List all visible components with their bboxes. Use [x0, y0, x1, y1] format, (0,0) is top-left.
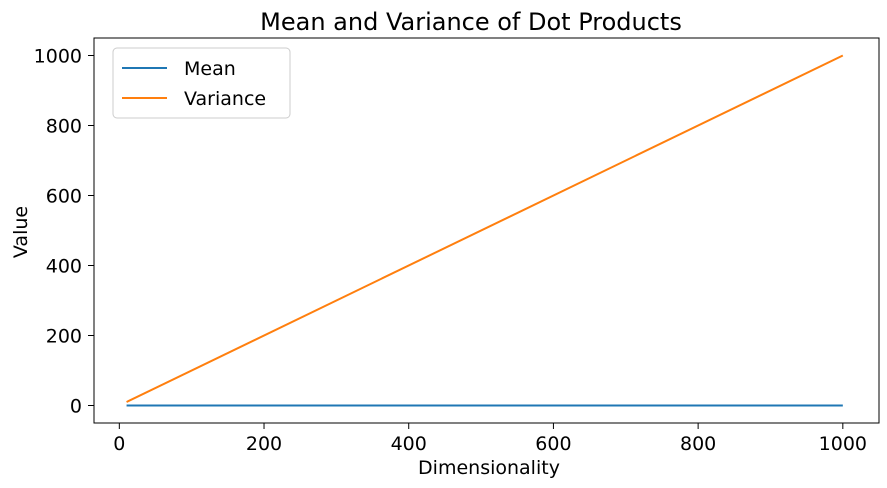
x-tick-label: 0	[113, 433, 125, 455]
y-tick-label: 1000	[34, 46, 82, 68]
y-tick-label: 200	[46, 326, 82, 348]
x-tick-label: 1000	[819, 433, 867, 455]
x-tick-label: 800	[680, 433, 716, 455]
y-axis-label: Value	[10, 206, 32, 258]
legend-label-mean: Mean	[184, 58, 236, 80]
x-axis-ticks: 0 200 400 600 800 1000	[113, 423, 867, 455]
series-line-variance	[126, 54, 844, 403]
x-tick-label: 600	[535, 433, 571, 455]
y-tick-label: 800	[46, 116, 82, 138]
y-tick-label: 400	[46, 256, 82, 278]
y-tick-label: 600	[46, 186, 82, 208]
series-layer	[126, 54, 844, 407]
y-axis-ticks: 0 200 400 600 800 1000	[34, 46, 94, 418]
legend-label-variance: Variance	[184, 88, 266, 110]
legend-box	[112, 47, 291, 119]
x-tick-label: 400	[391, 433, 427, 455]
legend: Mean Variance	[112, 47, 291, 119]
y-tick-label: 0	[70, 396, 82, 418]
x-tick-label: 200	[246, 433, 282, 455]
x-axis-label: Dimensionality	[418, 457, 560, 479]
chart-title: Mean and Variance of Dot Products	[260, 8, 682, 36]
